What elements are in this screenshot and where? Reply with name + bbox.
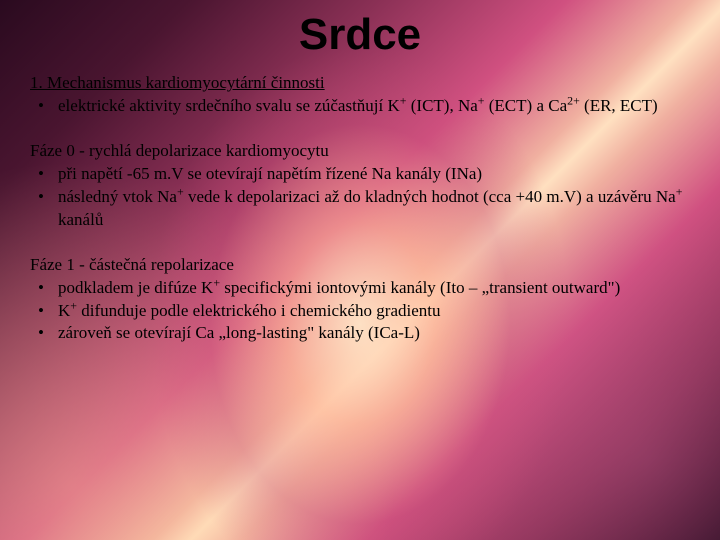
slide-title: Srdce [30,0,690,68]
phase1-heading: Fáze 1 - částečná repolarizace [30,254,690,277]
slide-content: Srdce 1. Mechanismus kardiomyocytární či… [0,0,720,345]
list-item: K+ difunduje podle elektrického i chemic… [30,300,690,323]
list-item: zároveň se otevírají Ca „long-lasting" k… [30,322,690,345]
phase0-heading: Fáze 0 - rychlá depolarizace kardiomyocy… [30,140,690,163]
list-item: při napětí -65 m.V se otevírají napětím … [30,163,690,186]
section1-list: elektrické aktivity srdečního svalu se z… [30,95,690,118]
section-heading: 1. Mechanismus kardiomyocytární činnosti [30,72,690,95]
phase0-list: při napětí -65 m.V se otevírají napětím … [30,163,690,232]
phase1-list: podkladem je difúze K+ specifickými iont… [30,277,690,346]
list-item: elektrické aktivity srdečního svalu se z… [30,95,690,118]
list-item: následný vtok Na+ vede k depolarizaci až… [30,186,690,232]
list-item: podkladem je difúze K+ specifickými iont… [30,277,690,300]
